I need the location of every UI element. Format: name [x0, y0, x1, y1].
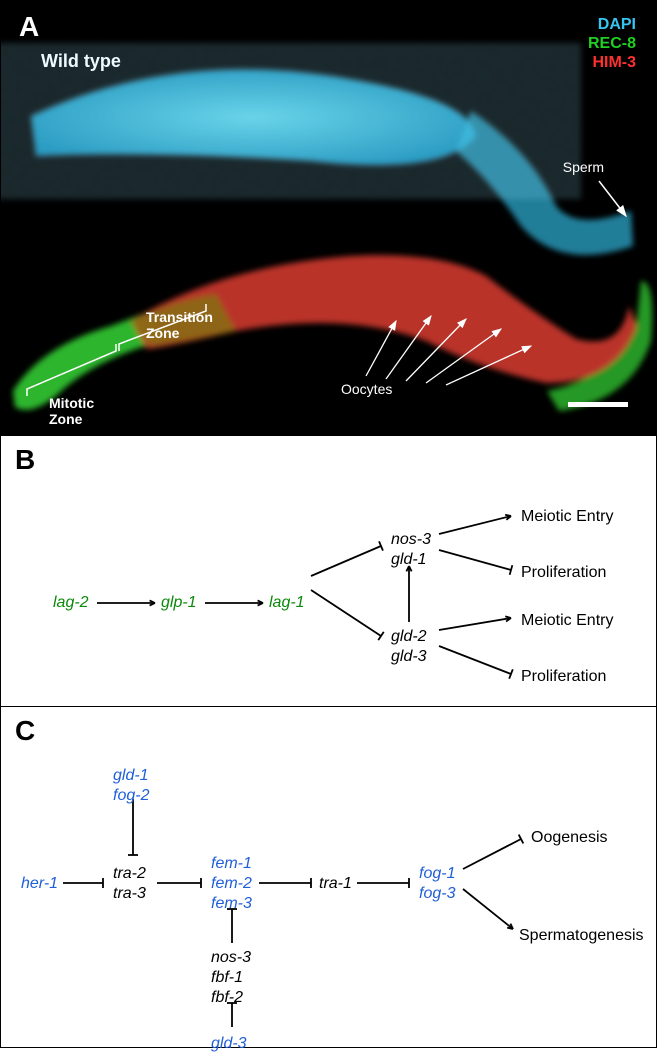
node-fem2: fem-2	[211, 875, 252, 893]
node-gld3: gld-3	[211, 1035, 247, 1053]
node-prolif1: Proliferation	[521, 564, 606, 582]
node-fog2: fog-2	[113, 787, 149, 805]
node-gld3: gld-3	[391, 648, 427, 666]
node-fog1: fog-1	[419, 865, 455, 883]
node-nos3: nos-3	[211, 949, 251, 967]
scale-bar	[568, 402, 628, 407]
figure-container: A Wild type DAPI REC-8 HIM-3	[0, 0, 657, 1048]
panel-a: A Wild type DAPI REC-8 HIM-3	[1, 1, 656, 436]
node-lag1: lag-1	[269, 594, 305, 612]
panel-a-arrows	[1, 1, 656, 435]
node-fbf2: fbf-2	[211, 989, 243, 1007]
node-oogen: Oogenesis	[531, 829, 608, 847]
node-me2: Meiotic Entry	[521, 612, 613, 630]
node-gld1: gld-1	[391, 551, 427, 569]
node-fbf1: fbf-1	[211, 969, 243, 987]
node-fog3: fog-3	[419, 885, 455, 903]
node-gld1: gld-1	[113, 767, 149, 785]
panel-b: B lag-2glp-1lag-1nos-3gld-1gld-2gld-3Mei…	[1, 436, 656, 707]
node-fem3: fem-3	[211, 895, 252, 913]
node-glp1: glp-1	[161, 594, 197, 612]
node-prolif2: Proliferation	[521, 668, 606, 686]
node-her1: her-1	[21, 875, 58, 893]
panel-c: C her-1gld-1fog-2tra-2tra-3fem-1fem-2fem…	[1, 707, 656, 1047]
node-tra1: tra-1	[319, 875, 352, 893]
node-me1: Meiotic Entry	[521, 508, 613, 526]
node-tra3: tra-3	[113, 885, 146, 903]
node-nos3: nos-3	[391, 531, 431, 549]
node-fem1: fem-1	[211, 855, 252, 873]
node-tra2: tra-2	[113, 865, 146, 883]
node-lag2: lag-2	[53, 594, 89, 612]
node-gld2: gld-2	[391, 628, 427, 646]
node-sperm: Spermatogenesis	[519, 927, 644, 945]
